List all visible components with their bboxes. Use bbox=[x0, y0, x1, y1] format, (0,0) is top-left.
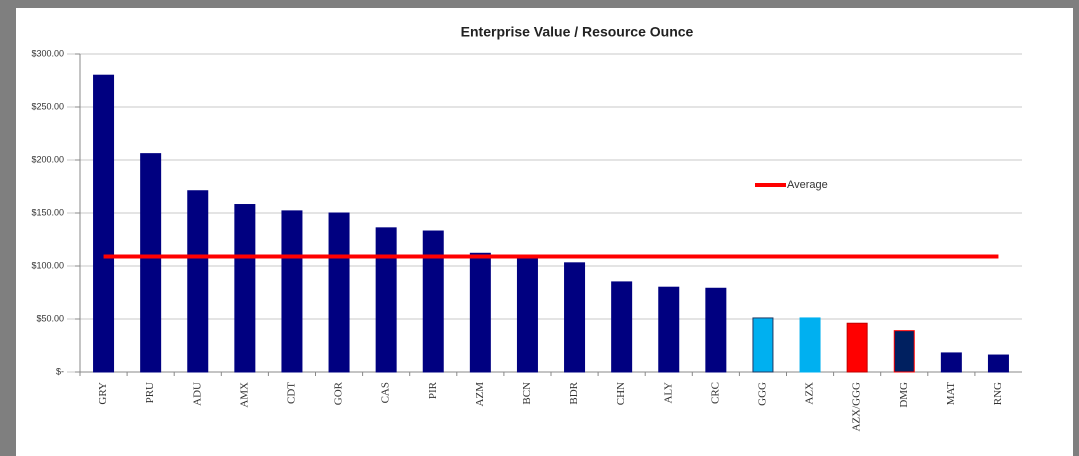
x-tick-label: AZX/GGG bbox=[851, 382, 863, 432]
x-tick-label: ALY bbox=[662, 382, 674, 404]
bar bbox=[516, 257, 538, 373]
x-tick-label: DMG bbox=[898, 382, 910, 408]
bar bbox=[893, 330, 915, 373]
x-tick-label: CAS bbox=[380, 382, 392, 403]
y-tick-label: $- bbox=[56, 366, 64, 376]
y-tick-label: $300.00 bbox=[31, 48, 64, 58]
bar bbox=[375, 227, 397, 373]
x-tick-label: CDT bbox=[285, 382, 297, 404]
bar bbox=[469, 252, 491, 373]
bar bbox=[846, 322, 868, 373]
bar bbox=[611, 281, 633, 373]
bar bbox=[752, 317, 774, 373]
y-tick-label: $100.00 bbox=[31, 260, 64, 270]
x-tick-label: AZX bbox=[804, 382, 816, 405]
y-tick-label: $200.00 bbox=[31, 154, 64, 164]
x-tick-label: PRU bbox=[144, 382, 156, 403]
chart-title: Enterprise Value / Resource Ounce bbox=[461, 24, 694, 40]
x-tick-label: PIR bbox=[427, 381, 439, 399]
bar bbox=[281, 210, 303, 373]
legend-label: Average bbox=[787, 179, 828, 191]
bar bbox=[93, 74, 115, 373]
bar bbox=[987, 354, 1009, 373]
x-tick-label: GOR bbox=[333, 381, 345, 405]
bar bbox=[564, 262, 586, 373]
x-tick-label: MAT bbox=[945, 382, 957, 406]
bar bbox=[799, 317, 821, 373]
bar bbox=[658, 286, 680, 373]
y-tick-label: $150.00 bbox=[31, 207, 64, 217]
bar bbox=[234, 204, 256, 373]
x-tick-label: AZM bbox=[474, 382, 486, 407]
y-tick-label: $50.00 bbox=[36, 313, 64, 323]
x-tick-label: BDR bbox=[568, 381, 580, 404]
x-tick-label: ADU bbox=[191, 382, 203, 406]
x-tick-label: BCN bbox=[521, 382, 533, 405]
x-tick-label: AMX bbox=[238, 382, 250, 408]
x-tick-label: CRC bbox=[709, 382, 721, 404]
bar bbox=[328, 212, 350, 373]
x-tick-label: RNG bbox=[992, 382, 1004, 405]
bar bbox=[940, 352, 962, 373]
y-tick-label: $250.00 bbox=[31, 101, 64, 111]
x-tick-label: CHN bbox=[615, 382, 627, 405]
bar bbox=[422, 230, 444, 373]
x-tick-label: GRY bbox=[97, 382, 109, 405]
bar bbox=[140, 153, 162, 373]
bar bbox=[705, 287, 727, 373]
bar bbox=[187, 190, 209, 373]
x-tick-label: GGG bbox=[756, 382, 768, 406]
